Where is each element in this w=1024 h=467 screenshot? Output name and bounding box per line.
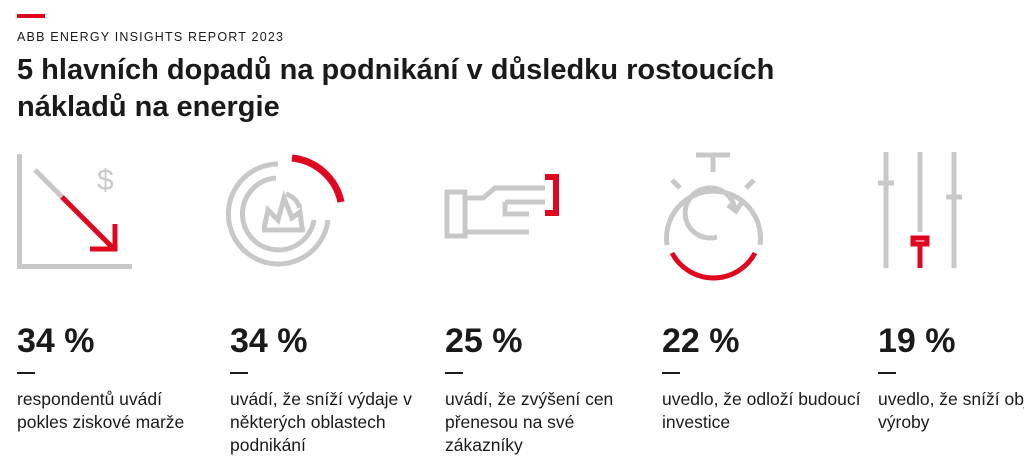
sliders-icon [878,152,962,268]
divider [662,372,680,374]
accent-bar [17,14,45,18]
pointing-hand-icon [444,174,559,239]
stat-value: 22 % [662,322,740,360]
stat-item-prices: 25 % uvádí, že zvýšení cen přenesou na s… [444,150,645,467]
divider [17,372,35,374]
stat-item-profit: $ 34 % respondentů uvádí pokles ziskové … [17,150,217,467]
stat-value: 19 % [878,322,956,360]
stat-description: uvedlo, že odloží budoucí investice [662,389,861,432]
stat-value: 34 % [17,322,95,360]
divider [230,372,248,374]
stat-value: 25 % [445,322,523,360]
page-title: 5 hlavních dopadů na podnikání v důsledk… [17,54,775,123]
profit-decline-icon: $ [17,154,132,269]
stat-item-investment: 22 % uvedlo, že odloží budoucí investice [662,150,862,467]
report-label: ABB ENERGY INSIGHTS REPORT 2023 [17,30,285,44]
stat-description: uvádí, že zvýšení cen přenesou na své zá… [445,389,614,455]
stat-description: uvedlo, že sníží objem výroby [878,389,1024,432]
svg-text:$: $ [97,164,114,197]
stat-value: 34 % [230,322,308,360]
stopwatch-icon [664,152,763,281]
stat-item-spending: 34 % uvádí, že sníží výdaje v některých … [225,150,430,467]
stat-description: uvádí, že sníží výdaje v některých oblas… [230,389,412,455]
stat-description: respondentů uvádí pokles ziskové marže [17,389,185,432]
divider [878,372,896,374]
stat-item-production: 19 % uvedlo, že sníží objem výroby [878,150,1024,467]
divider [445,372,463,374]
spending-gauge-icon [225,154,345,267]
